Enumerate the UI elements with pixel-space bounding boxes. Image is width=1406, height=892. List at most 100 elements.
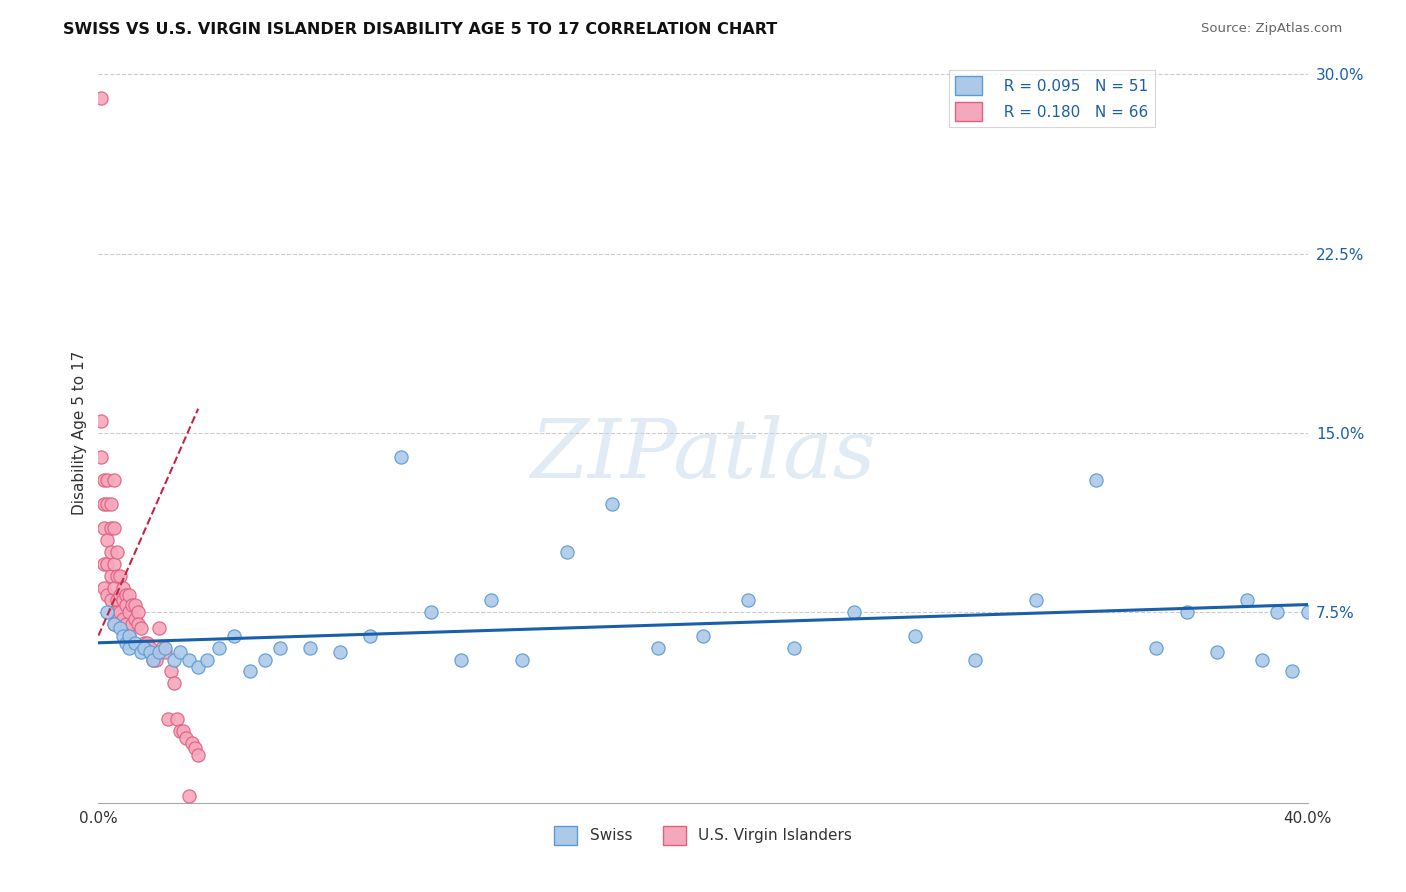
Point [156,712,179,726]
Point [93,497,115,511]
Point [904,629,927,643]
Point [169,645,191,659]
Point [111,629,134,643]
Point [118,605,141,619]
Point [239,665,262,679]
Point [96,474,118,488]
Y-axis label: Disability Age 5 to 17: Disability Age 5 to 17 [72,351,87,515]
Point [1024,592,1046,607]
Point [96,588,118,602]
Point [195,652,218,666]
Point [127,616,149,631]
Point [124,636,146,650]
Point [90,91,112,105]
Point [111,592,134,607]
Point [153,640,176,655]
Point [135,636,157,650]
Point [132,640,155,655]
Point [1085,474,1108,488]
Point [1175,605,1198,619]
Point [100,497,122,511]
Point [105,605,128,619]
Point [1206,645,1229,659]
Point [737,592,759,607]
Point [174,731,197,746]
Point [360,629,382,643]
Point [103,557,125,571]
Point [96,533,118,547]
Point [450,652,472,666]
Point [96,497,118,511]
Point [96,605,118,619]
Point [163,652,186,666]
Point [118,629,141,643]
Point [148,645,170,659]
Point [124,612,146,626]
Point [602,497,624,511]
Legend: Swiss, U.S. Virgin Islanders: Swiss, U.S. Virgin Islanders [548,820,858,851]
Point [187,659,209,673]
Point [132,636,155,650]
Point [163,676,186,690]
Point [103,616,125,631]
Point [187,747,209,762]
Point [179,789,201,803]
Point [647,640,669,655]
Point [105,569,128,583]
Point [329,645,352,659]
Point [150,640,173,655]
Point [139,645,162,659]
Point [299,640,322,655]
Point [208,640,231,655]
Point [783,640,806,655]
Point [111,581,134,595]
Point [253,652,276,666]
Point [111,612,134,626]
Point [90,450,112,464]
Point [142,652,165,666]
Point [420,605,443,619]
Point [118,588,141,602]
Point [153,645,176,659]
Point [96,557,118,571]
Point [105,545,128,559]
Point [124,598,146,612]
Point [114,588,136,602]
Point [108,588,131,602]
Point [965,652,987,666]
Point [114,636,136,650]
Point [93,474,115,488]
Point [142,652,165,666]
Point [224,629,246,643]
Point [129,622,152,636]
Point [108,622,131,636]
Text: Source: ZipAtlas.com: Source: ZipAtlas.com [1202,22,1343,36]
Point [103,581,125,595]
Point [121,616,143,631]
Point [269,640,291,655]
Point [93,581,115,595]
Point [108,605,131,619]
Point [166,712,188,726]
Point [118,640,141,655]
Point [1267,605,1289,619]
Text: SWISS VS U.S. VIRGIN ISLANDER DISABILITY AGE 5 TO 17 CORRELATION CHART: SWISS VS U.S. VIRGIN ISLANDER DISABILITY… [63,22,778,37]
Point [100,569,122,583]
Point [1296,605,1319,619]
Point [481,592,503,607]
Point [692,629,714,643]
Point [844,605,866,619]
Point [118,629,141,643]
Point [103,605,125,619]
Point [145,652,167,666]
Point [90,414,112,428]
Point [127,605,149,619]
Point [103,616,125,631]
Point [108,569,131,583]
Point [1236,592,1258,607]
Point [129,645,152,659]
Point [103,521,125,535]
Point [172,724,194,739]
Point [93,557,115,571]
Point [121,598,143,612]
